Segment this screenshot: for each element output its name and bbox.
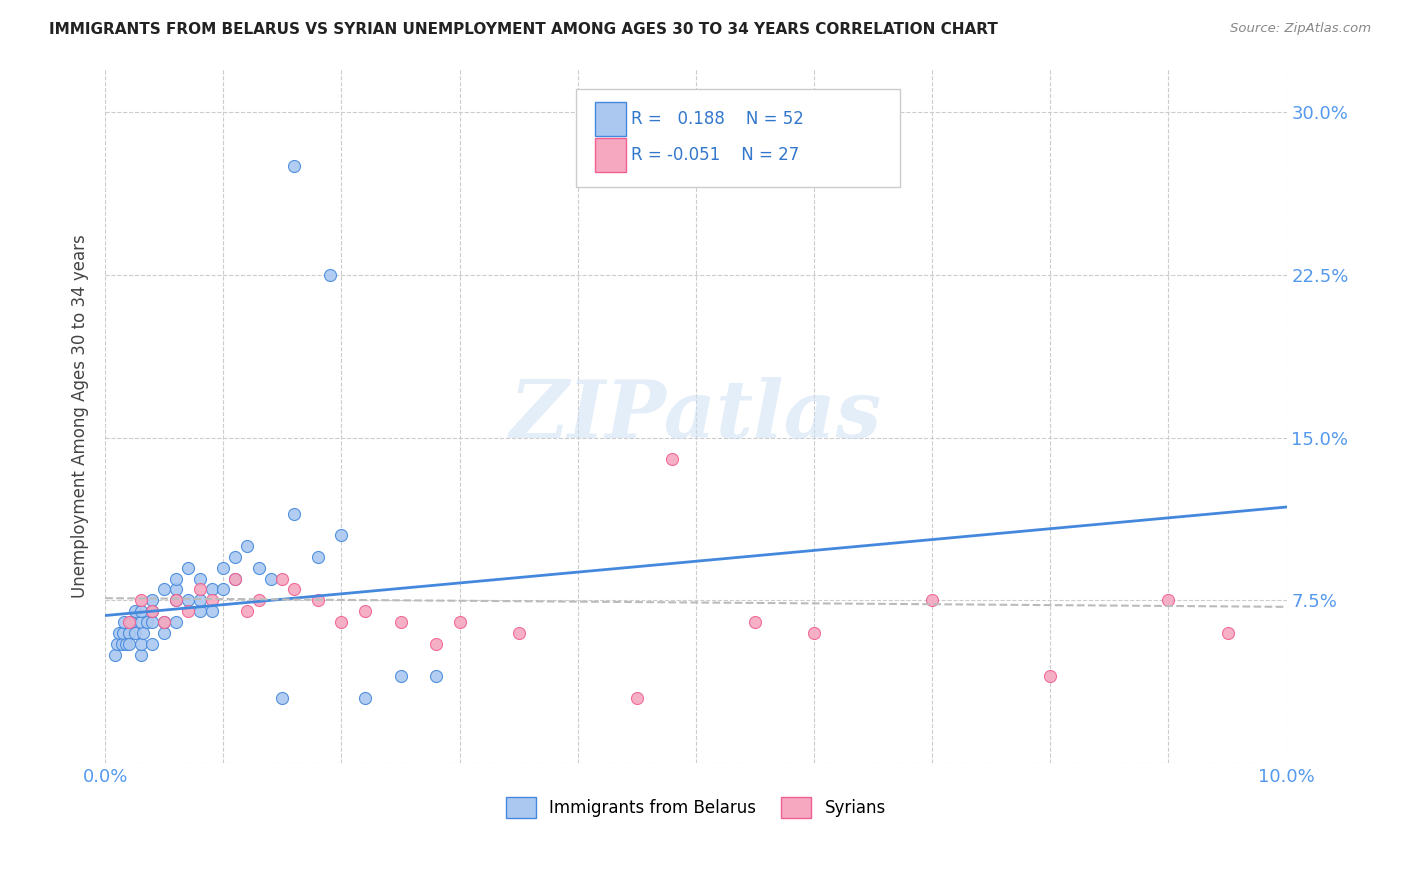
Point: [165, 615, 187, 629]
Point: [135, 615, 157, 629]
Point: [153, 626, 176, 640]
Point: [247, 561, 270, 575]
Point: [307, 549, 329, 564]
Point: [1039, 669, 1062, 683]
Point: [124, 604, 146, 618]
Point: [165, 572, 187, 586]
Point: [283, 159, 305, 173]
Point: [132, 626, 155, 640]
Point: [177, 561, 200, 575]
Point: [129, 648, 152, 662]
Point: [283, 507, 305, 521]
Point: [115, 637, 138, 651]
Point: [212, 561, 235, 575]
Text: R =   0.188    N = 52: R = 0.188 N = 52: [631, 110, 804, 128]
Point: [236, 539, 259, 553]
Point: [200, 582, 222, 597]
Point: [449, 615, 471, 629]
Point: [129, 615, 152, 629]
Point: [425, 669, 447, 683]
Point: [271, 572, 294, 586]
Point: [425, 637, 447, 651]
Point: [224, 572, 246, 586]
Point: [626, 691, 648, 706]
Point: [188, 593, 211, 607]
Point: [153, 582, 176, 597]
Point: [141, 604, 163, 618]
Point: [118, 615, 141, 629]
Point: [111, 637, 134, 651]
Y-axis label: Unemployment Among Ages 30 to 34 years: Unemployment Among Ages 30 to 34 years: [72, 234, 89, 598]
Legend: Immigrants from Belarus, Syrians: Immigrants from Belarus, Syrians: [499, 790, 893, 824]
Point: [141, 604, 163, 618]
Point: [283, 582, 305, 597]
Point: [111, 626, 134, 640]
Point: [129, 593, 152, 607]
Point: [318, 268, 340, 282]
Text: IMMIGRANTS FROM BELARUS VS SYRIAN UNEMPLOYMENT AMONG AGES 30 TO 34 YEARS CORRELA: IMMIGRANTS FROM BELARUS VS SYRIAN UNEMPL…: [49, 22, 998, 37]
Point: [129, 604, 152, 618]
Point: [236, 604, 259, 618]
Point: [188, 604, 211, 618]
Point: [165, 593, 187, 607]
Point: [389, 669, 412, 683]
Point: [112, 615, 135, 629]
Point: [177, 593, 200, 607]
Point: [224, 572, 246, 586]
Point: [118, 626, 141, 640]
Text: Source: ZipAtlas.com: Source: ZipAtlas.com: [1230, 22, 1371, 36]
Point: [803, 626, 825, 640]
Point: [1157, 593, 1180, 607]
Point: [118, 637, 141, 651]
Point: [247, 593, 270, 607]
Point: [124, 626, 146, 640]
Point: [389, 615, 412, 629]
Point: [165, 593, 187, 607]
Point: [141, 593, 163, 607]
Point: [188, 582, 211, 597]
Point: [330, 528, 353, 542]
Point: [177, 604, 200, 618]
Point: [141, 637, 163, 651]
Point: [661, 452, 683, 467]
Point: [200, 593, 222, 607]
Point: [508, 626, 530, 640]
Point: [744, 615, 766, 629]
Point: [200, 604, 222, 618]
Point: [153, 615, 176, 629]
Point: [921, 593, 943, 607]
Point: [224, 549, 246, 564]
Point: [105, 637, 128, 651]
Point: [307, 593, 329, 607]
Point: [259, 572, 281, 586]
Point: [104, 648, 127, 662]
Point: [165, 582, 187, 597]
Point: [120, 615, 142, 629]
Point: [153, 615, 176, 629]
Point: [354, 691, 377, 706]
Point: [212, 582, 235, 597]
Point: [1216, 626, 1239, 640]
Point: [271, 691, 294, 706]
Point: [188, 572, 211, 586]
Point: [108, 626, 131, 640]
Point: [141, 615, 163, 629]
Point: [330, 615, 353, 629]
Point: [354, 604, 377, 618]
Text: ZIPatlas: ZIPatlas: [510, 377, 882, 455]
Point: [129, 637, 152, 651]
Text: R = -0.051    N = 27: R = -0.051 N = 27: [631, 146, 800, 164]
